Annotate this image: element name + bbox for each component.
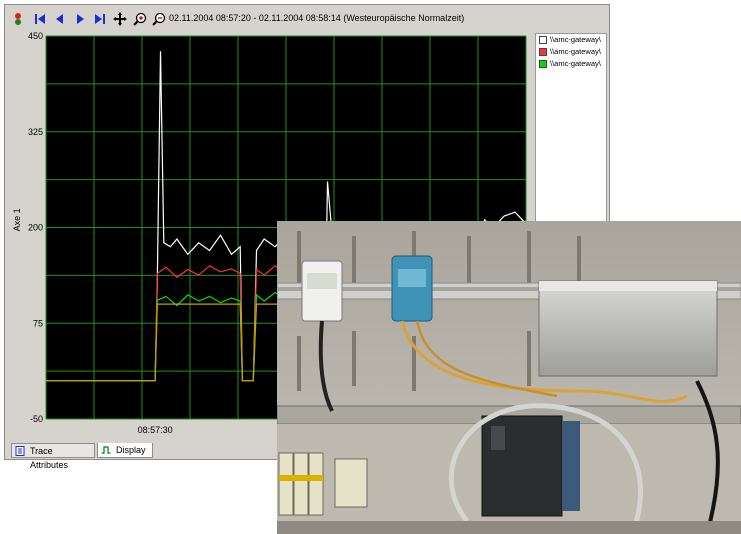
legend-item[interactable]: \\amc-gateway\ [536,35,606,46]
y-tick-label: 450 [28,32,43,41]
control-cabinet-photo [277,221,741,534]
zoom-out-icon[interactable] [150,10,168,28]
time-range-label: 02.11.2004 08:57:20 - 02.11.2004 08:58:1… [169,13,465,23]
y-tick-label: 200 [28,223,43,233]
skip-to-end-icon[interactable] [91,10,109,28]
y-tick-label: 75 [33,318,43,328]
y-axis-label: Axe 1 [12,208,22,231]
legend-label: \\amc-gateway\ [550,47,601,56]
toolbar: 02.11.2004 08:57:20 - 02.11.2004 08:58:1… [7,7,607,31]
y-tick-label: 325 [28,127,43,137]
document-icon [15,446,25,456]
skip-to-start-icon[interactable] [31,10,49,28]
x-tick-label: 08:57:30 [138,425,173,435]
tab-trace-attributes[interactable]: Trace Attributes [11,443,95,470]
step-forward-icon[interactable] [71,10,89,28]
control-cabinet-image [277,221,741,534]
tab-display[interactable]: Display [97,443,153,458]
curve-icon [101,446,111,454]
move-cross-icon[interactable] [111,10,129,28]
traffic-light-icon[interactable] [9,10,27,28]
tab-label: Display [116,445,146,455]
legend-swatch [539,36,547,44]
legend-label: \\amc-gateway\ [550,35,601,44]
legend-swatch [539,48,547,56]
legend-item[interactable]: \\amc-gateway\ [536,47,606,58]
legend-item[interactable]: \\amc-gateway\ [536,59,606,70]
step-back-icon[interactable] [51,10,69,28]
legend-label: \\amc-gateway\ [550,59,601,68]
legend-swatch [539,60,547,68]
tab-label: Trace Attributes [30,446,69,470]
tab-bar: Trace Attributes Display [7,443,607,470]
y-tick-label: -50 [30,414,43,424]
zoom-in-icon[interactable] [131,10,149,28]
